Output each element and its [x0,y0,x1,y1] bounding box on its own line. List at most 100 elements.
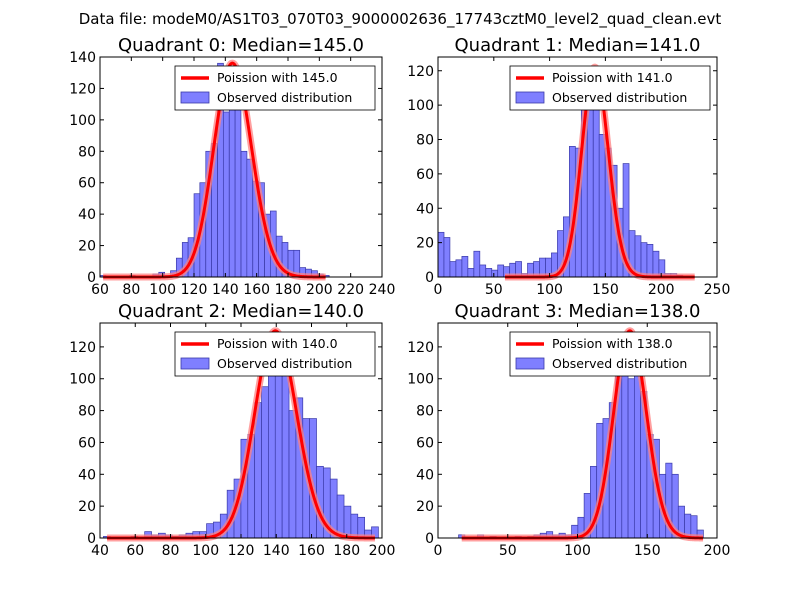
x-tick-label: 140 [263,543,290,559]
y-tick-label: 20 [416,499,434,515]
histogram-bar [627,378,635,539]
y-tick-label: 120 [69,81,96,97]
y-tick-label: 0 [425,270,434,286]
histogram-bar [281,362,290,539]
legend-patch-swatch [515,357,545,370]
histogram-bar [461,256,469,278]
x-tick-label: 150 [634,543,661,559]
histogram-bar [443,237,451,278]
y-tick-label: 40 [416,201,434,217]
histogram-bar [485,268,493,278]
legend-label-poisson: Poission with 145.0 [217,70,338,85]
x-tick-label: 160 [298,543,325,559]
y-tick-label: 80 [416,404,434,420]
subplot-title: Quadrant 2: Median=140.0 [118,301,364,322]
y-tick-label: 100 [407,372,434,388]
histogram-bar [222,111,230,278]
legend-label-poisson: Poission with 141.0 [552,70,673,85]
x-tick-label: 50 [499,543,517,559]
histogram-bar [234,91,242,278]
x-tick-label: 200 [306,282,333,298]
y-tick-label: 120 [407,64,434,80]
histogram-bar [491,269,499,278]
x-tick-label: 200 [369,543,396,559]
y-tick-label: 0 [87,531,96,547]
x-tick-label: 120 [181,282,208,298]
y-tick-label: 0 [425,531,434,547]
y-tick-label: 60 [416,435,434,451]
histogram-bar [274,357,283,539]
x-tick-label: 100 [149,282,176,298]
y-tick-label: 120 [407,340,434,356]
x-tick-label: 160 [243,282,270,298]
y-tick-label: 100 [407,98,434,114]
y-tick-label: 20 [416,236,434,252]
histogram-bar [228,95,236,278]
histogram-bar [240,150,248,278]
x-tick-label: 120 [228,543,255,559]
y-tick-label: 0 [87,270,96,286]
histogram-bar [473,250,481,278]
x-tick-label: 140 [212,282,239,298]
y-tick-label: 80 [416,133,434,149]
x-tick-label: 180 [333,543,360,559]
x-tick-label: 250 [704,282,731,298]
y-tick-label: 40 [78,467,96,483]
histogram-bar [437,231,445,278]
y-tick-label: 120 [69,340,96,356]
x-tick-label: 40 [91,543,109,559]
figure-suptitle: Data file: modeM0/AS1T03_070T03_90000026… [79,10,722,29]
histogram-bar [652,250,660,278]
y-tick-label: 20 [78,499,96,515]
legend-label-poisson: Poission with 138.0 [552,336,673,351]
subplot-title: Quadrant 1: Median=141.0 [455,35,701,56]
histogram-bar [455,259,463,278]
subplot-3: Quadrant 3: Median=138.0 0 50 100 150 200 0 20… [407,301,730,559]
legend-patch-swatch [180,357,210,370]
x-tick-label: 100 [192,543,219,559]
y-tick-label: 80 [78,144,96,160]
axes-frame [437,56,718,278]
histogram-bar [646,243,654,278]
x-tick-label: 0 [434,543,443,559]
y-tick-label: 60 [78,176,96,192]
y-tick-label: 60 [78,435,96,451]
x-tick-label: 60 [91,282,109,298]
legend-patch-swatch [515,91,545,104]
x-tick-label: 0 [434,282,443,298]
x-tick-label: 80 [122,282,140,298]
subplot-title: Quadrant 3: Median=138.0 [455,301,701,322]
y-tick-label: 140 [69,50,96,66]
histogram-bar [467,268,475,278]
histogram-bar [246,158,254,278]
histogram-bar [640,242,648,278]
subplot-title: Quadrant 0: Median=145.0 [118,35,364,56]
legend-label-observed: Observed distribution [217,90,352,105]
histogram-bar [268,362,276,539]
x-tick-label: 200 [648,282,675,298]
x-tick-label: 240 [369,282,396,298]
x-tick-label: 180 [275,282,302,298]
histogram-bar [598,133,606,278]
histogram-bar [261,386,269,539]
y-tick-label: 100 [69,372,96,388]
subplot-1: Quadrant 1: Median=141.0 0 50 100 150 200 250… [407,35,730,298]
y-tick-label: 80 [78,404,96,420]
x-tick-label: 80 [162,543,180,559]
legend-label-observed: Observed distribution [552,90,687,105]
histogram-bar [592,91,600,278]
x-tick-label: 100 [536,282,563,298]
x-tick-label: 220 [337,282,364,298]
x-tick-label: 150 [592,282,619,298]
y-tick-label: 40 [78,207,96,223]
x-tick-label: 100 [564,543,591,559]
legend-label-poisson: Poission with 140.0 [217,336,338,351]
legend-label-observed: Observed distribution [552,356,687,371]
legend-patch-swatch [180,91,210,104]
y-tick-label: 60 [416,167,434,183]
histogram-bar [449,261,457,278]
histogram-bar [288,410,297,539]
x-tick-label: 60 [126,543,144,559]
legend-label-observed: Observed distribution [217,356,352,371]
